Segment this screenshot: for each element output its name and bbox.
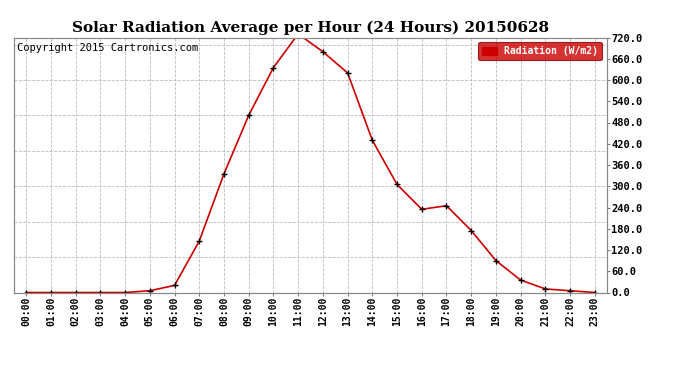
Text: Copyright 2015 Cartronics.com: Copyright 2015 Cartronics.com	[17, 43, 198, 52]
Title: Solar Radiation Average per Hour (24 Hours) 20150628: Solar Radiation Average per Hour (24 Hou…	[72, 21, 549, 35]
Legend: Radiation (W/m2): Radiation (W/m2)	[478, 42, 602, 60]
